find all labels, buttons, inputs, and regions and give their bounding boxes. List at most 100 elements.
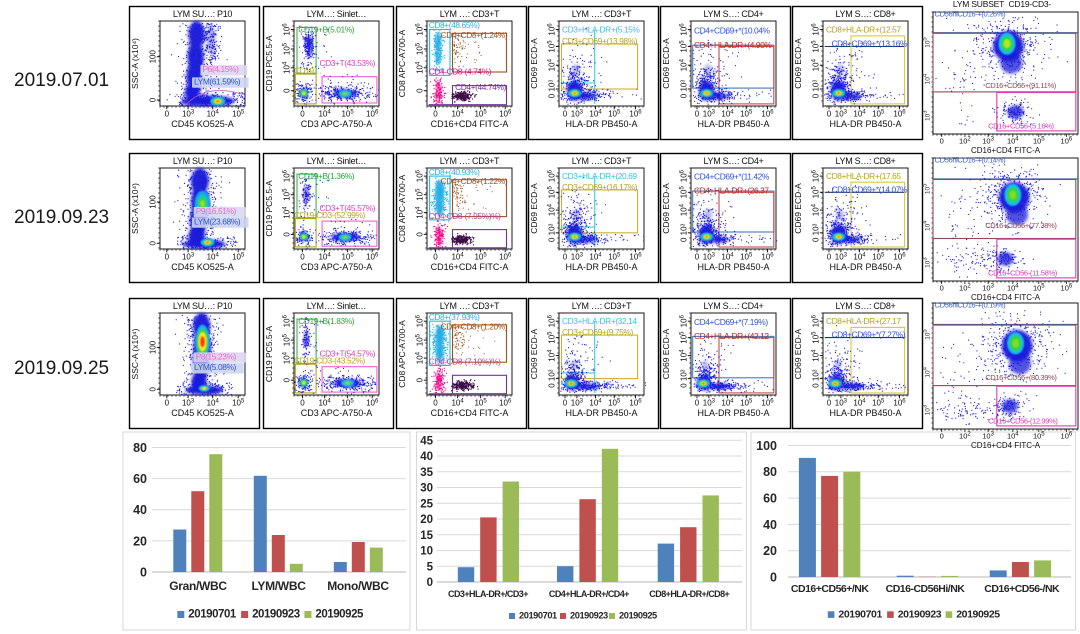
svg-text:0: 0 xyxy=(563,253,568,262)
svg-text:103: 103 xyxy=(703,399,716,408)
svg-text:104: 104 xyxy=(1007,137,1019,146)
svg-text:CD4-CD8-(4.74%): CD4-CD8-(4.74%) xyxy=(429,67,492,77)
svg-text:SSC-A (x10⁴): SSC-A (x10⁴) xyxy=(130,38,140,89)
svg-text:105: 105 xyxy=(474,399,487,408)
svg-text:LYM/WBC: LYM/WBC xyxy=(251,579,306,593)
svg-text:CD16+CD56+(77.38%): CD16+CD56+(77.38%) xyxy=(985,221,1057,230)
svg-text:106: 106 xyxy=(893,399,906,408)
svg-text:CD4+CD69+*(7.19%): CD4+CD69+*(7.19%) xyxy=(694,317,768,327)
svg-text:106: 106 xyxy=(283,23,292,36)
svg-text:CD19 PC5.5-A: CD19 PC5.5-A xyxy=(264,326,274,383)
svg-text:CD16+CD56-(11.58%): CD16+CD56-(11.58%) xyxy=(988,269,1058,278)
svg-text:103: 103 xyxy=(182,110,195,119)
svg-text:106: 106 xyxy=(416,169,425,182)
svg-text:0: 0 xyxy=(695,253,700,262)
svg-text:CD16+CD4 FITC-A: CD16+CD4 FITC-A xyxy=(971,146,1041,155)
svg-text:0: 0 xyxy=(140,565,147,579)
svg-text:CD56hiCD16-+(0.26%): CD56hiCD16-+(0.26%) xyxy=(935,9,1007,18)
svg-text:106: 106 xyxy=(761,110,774,119)
svg-text:105: 105 xyxy=(608,253,621,262)
svg-text:0: 0 xyxy=(433,110,438,119)
svg-text:HLA-DR PB450-A: HLA-DR PB450-A xyxy=(565,262,637,272)
svg-text:CD4+HLA-DR+(26.37: CD4+HLA-DR+(26.37 xyxy=(694,186,769,196)
svg-text:106: 106 xyxy=(499,110,512,119)
svg-text:CD16+CD56+(80.39%): CD16+CD56+(80.39%) xyxy=(985,373,1057,382)
svg-text:CD56hiCD16-+(0.14%): CD56hiCD16-+(0.14%) xyxy=(935,155,1007,164)
svg-text:106: 106 xyxy=(680,169,689,182)
svg-text:0: 0 xyxy=(433,253,438,262)
svg-text:106: 106 xyxy=(416,23,425,36)
svg-text:HLA-DR PB450-A: HLA-DR PB450-A xyxy=(565,119,637,129)
svg-text:106: 106 xyxy=(499,253,512,262)
svg-text:105: 105 xyxy=(283,188,292,201)
svg-text:104: 104 xyxy=(923,366,932,377)
svg-text:CD16+CD4 FITC-A: CD16+CD4 FITC-A xyxy=(971,293,1041,302)
svg-text:0: 0 xyxy=(563,399,568,408)
svg-text:105: 105 xyxy=(872,110,885,119)
svg-text:106: 106 xyxy=(812,169,821,182)
svg-text:103: 103 xyxy=(982,432,994,441)
svg-text:35: 35 xyxy=(420,467,433,479)
svg-text:105: 105 xyxy=(232,399,245,408)
svg-text:LYM…: Sinlet…: LYM…: Sinlet… xyxy=(307,156,366,166)
svg-text:103: 103 xyxy=(571,253,584,262)
svg-text:106: 106 xyxy=(1061,432,1073,441)
svg-text:105: 105 xyxy=(1033,284,1045,293)
svg-text:20190701: 20190701 xyxy=(838,608,882,620)
svg-text:106: 106 xyxy=(812,23,821,36)
svg-text:104: 104 xyxy=(680,58,689,71)
svg-text:104: 104 xyxy=(416,61,425,74)
svg-text:100: 100 xyxy=(756,439,777,453)
svg-text:0: 0 xyxy=(283,88,292,93)
svg-text:HLA-DR PB450-A: HLA-DR PB450-A xyxy=(565,408,637,418)
svg-text:LYM…: Sinlet…: LYM…: Sinlet… xyxy=(307,9,366,19)
svg-text:104: 104 xyxy=(548,58,557,71)
svg-text:CD3+T(45.57%): CD3+T(45.57%) xyxy=(320,203,376,213)
svg-text:104: 104 xyxy=(853,110,866,119)
svg-text:0: 0 xyxy=(940,432,944,441)
svg-text:45: 45 xyxy=(420,435,433,447)
svg-text:0: 0 xyxy=(770,570,777,584)
svg-text:LYM S…: CD4+: LYM S…: CD4+ xyxy=(703,156,763,166)
svg-text:SSC-A (x10⁴): SSC-A (x10⁴) xyxy=(130,183,140,234)
svg-text:104: 104 xyxy=(589,110,602,119)
svg-text:104: 104 xyxy=(207,253,220,262)
svg-text:106: 106 xyxy=(283,314,292,327)
svg-text:40: 40 xyxy=(133,503,147,517)
svg-text:0 103: 0 103 xyxy=(812,80,821,99)
svg-text:CD16+CD56+(91.11%): CD16+CD56+(91.11%) xyxy=(985,81,1057,90)
svg-text:103: 103 xyxy=(923,257,932,268)
svg-text:P9(16.51%): P9(16.51%) xyxy=(196,206,237,216)
svg-text:103: 103 xyxy=(703,110,716,119)
svg-text:CD69 ECD-A: CD69 ECD-A xyxy=(529,183,539,234)
svg-text:106: 106 xyxy=(893,253,906,262)
svg-text:104: 104 xyxy=(207,399,220,408)
svg-text:105: 105 xyxy=(1033,137,1045,146)
svg-text:HLA-DR PB450-A: HLA-DR PB450-A xyxy=(829,119,901,129)
svg-text:104: 104 xyxy=(923,73,932,84)
svg-text:105: 105 xyxy=(812,331,821,344)
svg-text:105: 105 xyxy=(740,110,753,119)
svg-text:80: 80 xyxy=(133,441,147,455)
svg-text:105: 105 xyxy=(232,110,245,119)
svg-text:CD16+CD56-/NK: CD16+CD56-/NK xyxy=(984,583,1060,595)
svg-text:105: 105 xyxy=(548,331,557,344)
svg-text:CD4+CD8+(1.24%): CD4+CD8+(1.24%) xyxy=(441,30,508,40)
svg-text:103: 103 xyxy=(571,110,584,119)
svg-text:5: 5 xyxy=(427,561,434,573)
svg-text:CD8 APC-A700-A: CD8 APC-A700-A xyxy=(397,174,407,242)
svg-text:CD8+(37.93%): CD8+(37.93%) xyxy=(429,312,480,322)
svg-text:0: 0 xyxy=(695,110,700,119)
svg-text:104: 104 xyxy=(283,351,292,364)
svg-text:0 103: 0 103 xyxy=(548,223,557,242)
svg-text:15: 15 xyxy=(420,530,433,542)
svg-text:106: 106 xyxy=(761,399,774,408)
svg-text:103: 103 xyxy=(835,110,848,119)
svg-text:60: 60 xyxy=(763,492,777,506)
svg-text:0: 0 xyxy=(416,88,425,93)
svg-text:40: 40 xyxy=(763,518,777,532)
svg-text:0: 0 xyxy=(149,387,158,392)
svg-text:20: 20 xyxy=(420,514,433,526)
svg-text:104: 104 xyxy=(283,206,292,219)
svg-text:0: 0 xyxy=(433,399,438,408)
